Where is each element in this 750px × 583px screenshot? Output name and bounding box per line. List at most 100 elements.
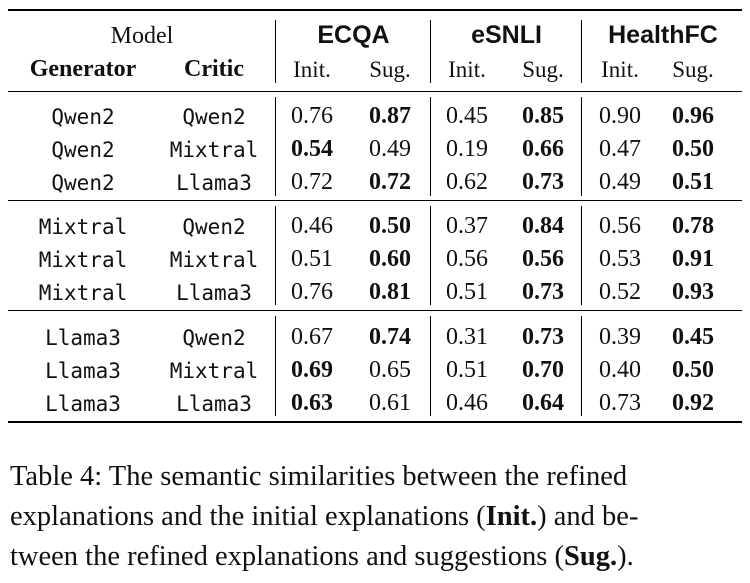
group-rule-2 [8, 310, 742, 311]
separator-model [275, 316, 277, 416]
dataset-header-healthfc: HealthFC [608, 21, 718, 49]
separator-ecqa [430, 97, 432, 196]
caption-text: tween the refined explanations and sugge… [10, 541, 565, 572]
separator-model [275, 20, 277, 83]
sug-value-cell: 0.72 [369, 169, 411, 195]
init-subheader: Init. [448, 57, 486, 82]
sug-value-cell: 0.96 [672, 103, 714, 129]
sug-value-cell: 0.73 [522, 279, 564, 305]
critic-cell: Llama3 [176, 281, 252, 305]
separator-ecqa [430, 20, 432, 83]
top-rule [8, 9, 742, 11]
caption-text: ). [617, 541, 634, 572]
generator-header: Generator [29, 56, 137, 82]
separator-esnli [581, 206, 583, 305]
dataset-header-ecqa: ECQA [317, 21, 390, 49]
init-value-cell: 0.37 [446, 213, 488, 239]
separator-esnli [581, 316, 583, 416]
critic-cell: Mixtral [169, 359, 259, 383]
group-rule-1 [8, 200, 742, 201]
caption-text: ) and be- [537, 501, 639, 532]
model-header: Model [110, 23, 174, 49]
sug-value-cell: 0.78 [672, 213, 714, 239]
caption-bold-sug: Sug. [564, 541, 618, 572]
separator-ecqa [430, 206, 432, 305]
separator-ecqa [430, 316, 432, 416]
sug-value-cell: 0.73 [522, 324, 564, 350]
init-value-cell: 0.51 [446, 357, 488, 383]
sug-value-cell: 0.50 [672, 136, 714, 162]
sug-value-cell: 0.45 [672, 324, 714, 350]
sug-value-cell: 0.56 [522, 246, 564, 272]
generator-cell: Mixtral [38, 215, 128, 239]
sug-value-cell: 0.92 [672, 390, 714, 416]
dataset-header-esnli: eSNLI [471, 21, 542, 49]
generator-cell: Mixtral [38, 281, 128, 305]
init-value-cell: 0.72 [291, 169, 333, 195]
sug-subheader: Sug. [522, 57, 564, 82]
caption-line: Table 4: The semantic similarities betwe… [10, 461, 628, 492]
sug-value-cell: 0.70 [522, 357, 564, 383]
sug-value-cell: 0.91 [672, 246, 714, 272]
init-value-cell: 0.73 [599, 390, 641, 416]
critic-header: Critic [184, 56, 244, 82]
critic-cell: Llama3 [176, 392, 252, 416]
sug-value-cell: 0.81 [369, 279, 411, 305]
init-value-cell: 0.54 [291, 136, 333, 162]
critic-cell: Llama3 [176, 171, 252, 195]
sug-subheader: Sug. [672, 57, 714, 82]
sug-value-cell: 0.50 [672, 357, 714, 383]
sug-value-cell: 0.87 [369, 103, 411, 129]
sug-value-cell: 0.73 [522, 169, 564, 195]
init-value-cell: 0.56 [446, 246, 488, 272]
init-value-cell: 0.52 [599, 279, 641, 305]
init-subheader: Init. [601, 57, 639, 82]
init-value-cell: 0.53 [599, 246, 641, 272]
table-caption: Table 4: The semantic similarities betwe… [10, 457, 742, 577]
init-value-cell: 0.46 [446, 390, 488, 416]
sug-value-cell: 0.84 [522, 213, 564, 239]
generator-cell: Llama3 [45, 326, 121, 350]
caption-text: explanations and the initial explanation… [10, 501, 486, 532]
sug-value-cell: 0.49 [369, 136, 411, 162]
sug-value-cell: 0.74 [369, 324, 411, 350]
init-value-cell: 0.63 [291, 390, 333, 416]
caption-line: explanations and the initial explanation… [10, 497, 742, 537]
separator-model [275, 206, 277, 305]
separator-model [275, 97, 277, 196]
separator-esnli [581, 20, 583, 83]
sug-value-cell: 0.61 [369, 390, 411, 416]
generator-cell: Qwen2 [51, 138, 115, 162]
init-value-cell: 0.76 [291, 279, 333, 305]
critic-cell: Qwen2 [182, 326, 246, 350]
sug-value-cell: 0.50 [369, 213, 411, 239]
sug-value-cell: 0.65 [369, 357, 411, 383]
caption-bold-init: Init. [485, 501, 538, 532]
init-subheader: Init. [293, 57, 331, 82]
init-value-cell: 0.19 [446, 136, 488, 162]
generator-cell: Qwen2 [51, 105, 115, 129]
caption-line: tween the refined explanations and sugge… [10, 537, 742, 577]
init-value-cell: 0.49 [599, 169, 641, 195]
init-value-cell: 0.76 [291, 103, 333, 129]
sug-value-cell: 0.93 [672, 279, 714, 305]
init-value-cell: 0.47 [599, 136, 641, 162]
init-value-cell: 0.51 [291, 246, 333, 272]
init-value-cell: 0.40 [599, 357, 641, 383]
init-value-cell: 0.69 [291, 357, 333, 383]
bottom-rule [8, 421, 742, 423]
critic-cell: Qwen2 [182, 105, 246, 129]
sug-value-cell: 0.60 [369, 246, 411, 272]
init-value-cell: 0.51 [446, 279, 488, 305]
critic-cell: Mixtral [169, 138, 259, 162]
init-value-cell: 0.62 [446, 169, 488, 195]
critic-cell: Qwen2 [182, 215, 246, 239]
sug-value-cell: 0.66 [522, 136, 564, 162]
init-value-cell: 0.56 [599, 213, 641, 239]
critic-cell: Mixtral [169, 248, 259, 272]
sug-value-cell: 0.51 [672, 169, 714, 195]
init-value-cell: 0.39 [599, 324, 641, 350]
generator-cell: Llama3 [45, 359, 121, 383]
init-value-cell: 0.45 [446, 103, 488, 129]
header-rule [8, 91, 742, 92]
